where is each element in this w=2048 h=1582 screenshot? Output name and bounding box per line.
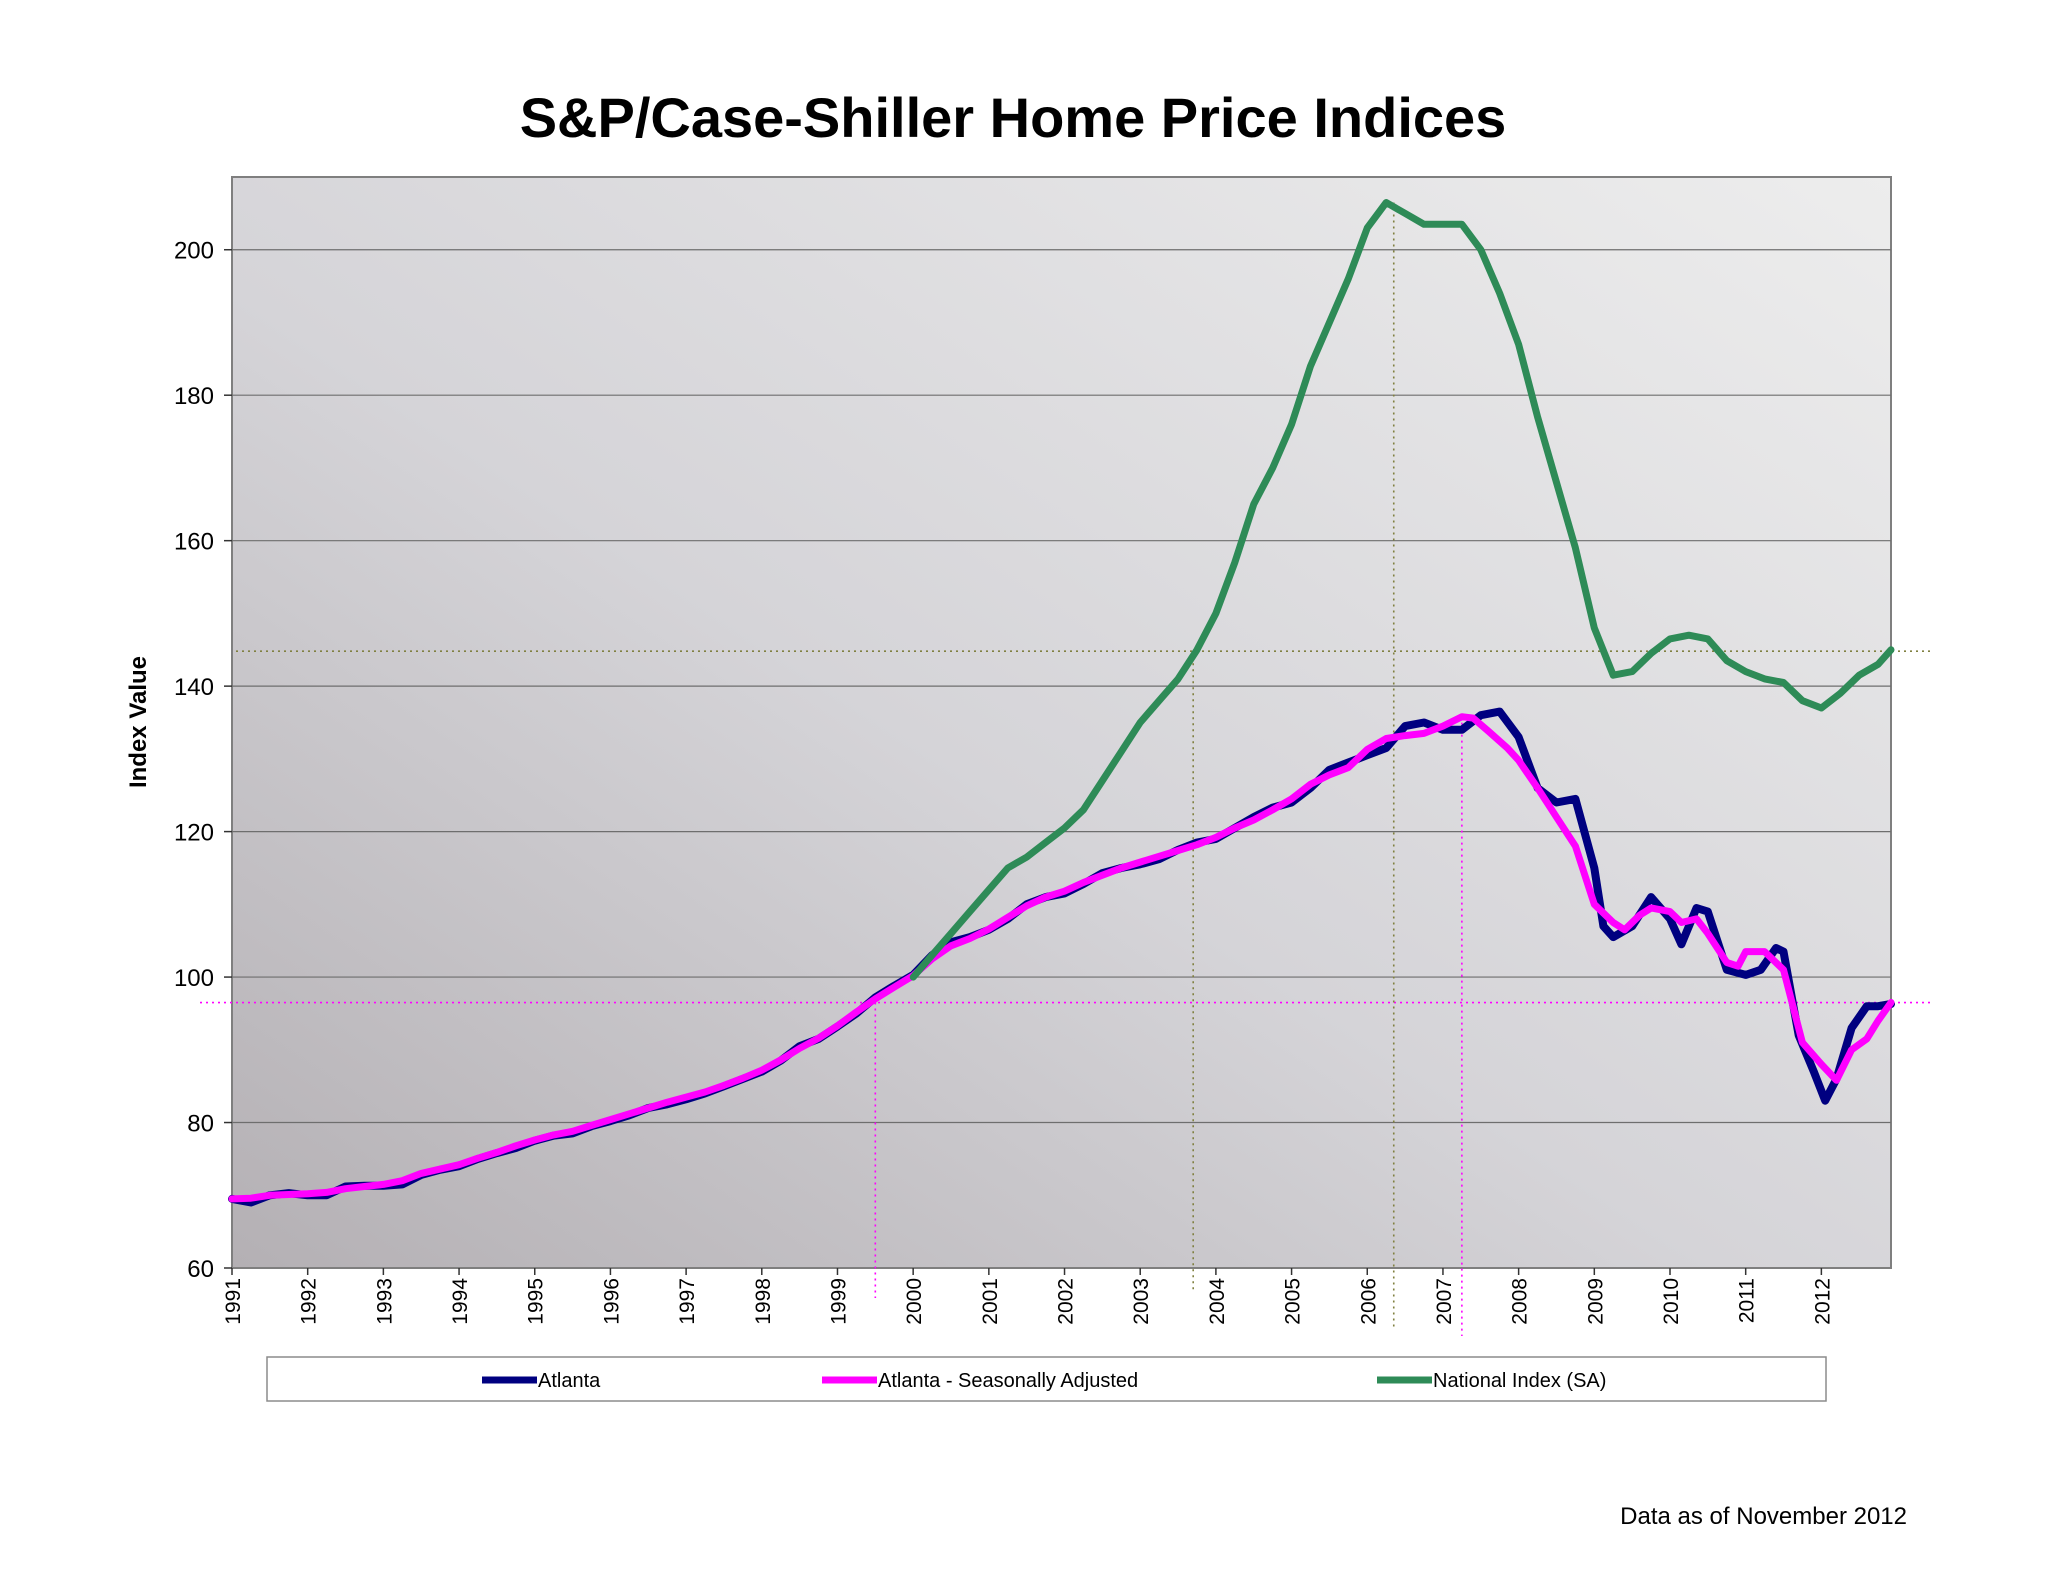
x-tick-label: 1995 (525, 1278, 548, 1325)
x-tick-label: 2001 (979, 1278, 1002, 1325)
data-note: Data as of November 2012 (1620, 1503, 1907, 1530)
x-tick-label: 1999 (827, 1278, 850, 1325)
x-tick-label: 1996 (600, 1278, 623, 1325)
y-tick-label: 200 (174, 238, 214, 265)
x-tick-label: 2004 (1206, 1278, 1229, 1325)
x-tick-label: 2008 (1509, 1278, 1532, 1325)
y-tick-label: 160 (174, 529, 214, 556)
x-tick-label: 2010 (1660, 1278, 1683, 1325)
series-line-1 (228, 713, 1895, 1203)
reference-lines (200, 202, 1931, 1336)
x-tick-label: 2002 (1055, 1278, 1078, 1325)
y-tick-label: 140 (174, 674, 214, 701)
legend-label-2: National Index (SA) (1433, 1370, 1606, 1392)
x-tick-label: 1991 (222, 1278, 245, 1325)
legend-label-0: Atlanta (538, 1370, 601, 1392)
x-tick-label: 2000 (903, 1278, 926, 1325)
x-axis-ticks: 1991 1992 1993 1994 1995 1996 1997 1998 1999 2000… (222, 1268, 1834, 1325)
legend: Atlanta Atlanta - Seasonally Adjusted Nati… (482, 1370, 1606, 1392)
x-tick-label: 2006 (1357, 1278, 1380, 1325)
x-tick-label: 2003 (1130, 1278, 1153, 1325)
y-tick-label: 120 (174, 820, 214, 847)
x-tick-label: 2011 (1736, 1278, 1759, 1323)
plot-area (231, 176, 1892, 1269)
x-tick-label: 2009 (1584, 1278, 1607, 1325)
x-tick-label: 1993 (373, 1278, 396, 1325)
y-tick-label: 60 (187, 1256, 214, 1283)
y-axis-ticks: 60 80 100 120 140 160 180 200 (174, 238, 232, 1283)
x-tick-label: 1997 (676, 1278, 699, 1325)
y-tick-label: 80 (187, 1111, 214, 1138)
x-tick-label: 1998 (752, 1278, 775, 1325)
legend-box (266, 1356, 1827, 1402)
x-tick-label: 2012 (1811, 1278, 1834, 1325)
series-line-2 (909, 199, 1895, 981)
chart-title: S&P/Case-Shiller Home Price Indices (520, 86, 1507, 149)
x-tick-label: 1994 (449, 1278, 472, 1325)
y-tick-label: 180 (174, 383, 214, 410)
y-axis-label: Index Value (125, 656, 152, 788)
legend-label-1: Atlanta - Seasonally Adjusted (878, 1370, 1138, 1392)
series-lines (228, 199, 1895, 1207)
x-tick-label: 2007 (1433, 1278, 1456, 1325)
x-tick-label: 2005 (1282, 1278, 1305, 1325)
y-tick-label: 100 (174, 965, 214, 992)
x-tick-label: 1992 (298, 1278, 321, 1325)
